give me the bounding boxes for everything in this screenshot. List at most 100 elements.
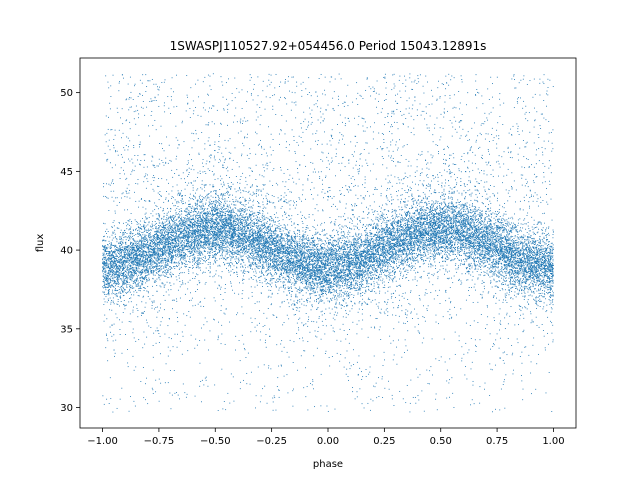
data-point	[550, 286, 551, 288]
data-point	[447, 216, 449, 218]
data-point	[552, 295, 554, 297]
data-point	[308, 265, 310, 267]
data-point	[395, 260, 397, 262]
data-point	[457, 265, 459, 267]
data-point	[260, 230, 262, 232]
data-point	[474, 251, 476, 253]
data-point	[120, 249, 122, 251]
data-point	[341, 264, 343, 266]
data-point	[231, 214, 233, 216]
data-point	[140, 272, 142, 274]
data-point	[548, 241, 549, 243]
data-point	[207, 242, 209, 244]
data-point	[497, 275, 499, 277]
data-point	[429, 249, 431, 251]
data-point	[357, 270, 359, 272]
data-point	[151, 260, 153, 262]
data-point	[478, 218, 479, 220]
data-point	[532, 242, 534, 244]
data-point	[206, 227, 208, 229]
data-point	[149, 263, 151, 265]
data-point	[364, 247, 366, 249]
data-point	[333, 253, 335, 255]
data-point	[143, 267, 145, 269]
data-point	[222, 231, 224, 233]
data-point	[214, 259, 216, 261]
data-point	[187, 238, 189, 240]
data-point	[169, 257, 171, 259]
data-point	[203, 233, 205, 235]
data-point	[540, 273, 542, 274]
data-point	[161, 234, 163, 236]
data-point	[537, 249, 539, 251]
data-point	[392, 271, 394, 273]
data-point	[204, 237, 206, 239]
data-point	[371, 251, 373, 253]
data-point	[340, 290, 342, 292]
data-point	[154, 256, 156, 258]
data-point	[412, 247, 414, 249]
data-point	[258, 267, 260, 269]
data-point	[470, 246, 472, 248]
data-point	[543, 267, 545, 269]
data-point	[229, 254, 230, 256]
data-point	[329, 268, 331, 270]
data-point	[412, 245, 414, 247]
data-point	[189, 246, 191, 247]
data-point	[225, 232, 227, 234]
data-point	[345, 237, 347, 239]
data-point	[226, 224, 228, 226]
data-point	[154, 231, 156, 233]
data-point	[135, 283, 137, 285]
data-point	[202, 230, 203, 232]
data-point	[466, 243, 468, 245]
data-point	[312, 274, 314, 276]
data-point	[509, 255, 511, 257]
data-point	[218, 212, 220, 214]
data-point	[384, 217, 386, 219]
data-point	[254, 225, 256, 227]
data-point	[401, 216, 403, 218]
data-point	[198, 244, 200, 246]
data-point	[209, 232, 211, 234]
data-point	[194, 229, 196, 231]
data-point	[260, 225, 262, 227]
data-point	[319, 238, 321, 240]
data-point	[520, 240, 522, 242]
data-point	[199, 251, 200, 253]
data-point	[250, 222, 252, 224]
data-point	[138, 243, 140, 245]
data-point	[187, 219, 189, 221]
data-point	[168, 221, 170, 222]
data-point	[240, 227, 242, 229]
data-point	[367, 270, 369, 272]
data-point	[376, 242, 378, 244]
data-point	[244, 223, 246, 225]
data-point	[505, 277, 507, 279]
data-point	[258, 277, 259, 279]
data-point	[501, 267, 503, 269]
data-point	[137, 254, 139, 256]
data-point	[351, 269, 353, 270]
data-point	[167, 264, 168, 266]
data-point	[408, 254, 410, 256]
data-point	[206, 208, 208, 210]
data-point	[364, 292, 366, 294]
data-point	[218, 216, 220, 218]
data-point	[395, 259, 396, 261]
data-point	[540, 245, 542, 247]
data-point	[305, 264, 307, 266]
data-point	[195, 218, 197, 220]
data-point	[418, 211, 420, 213]
data-point	[201, 207, 203, 209]
data-point	[510, 255, 512, 257]
data-point	[533, 258, 535, 260]
data-point	[424, 241, 426, 243]
data-point	[540, 287, 542, 289]
data-point	[464, 231, 466, 233]
data-point	[401, 305, 403, 307]
data-point	[421, 259, 423, 260]
data-point	[395, 252, 397, 253]
data-point	[323, 264, 325, 266]
